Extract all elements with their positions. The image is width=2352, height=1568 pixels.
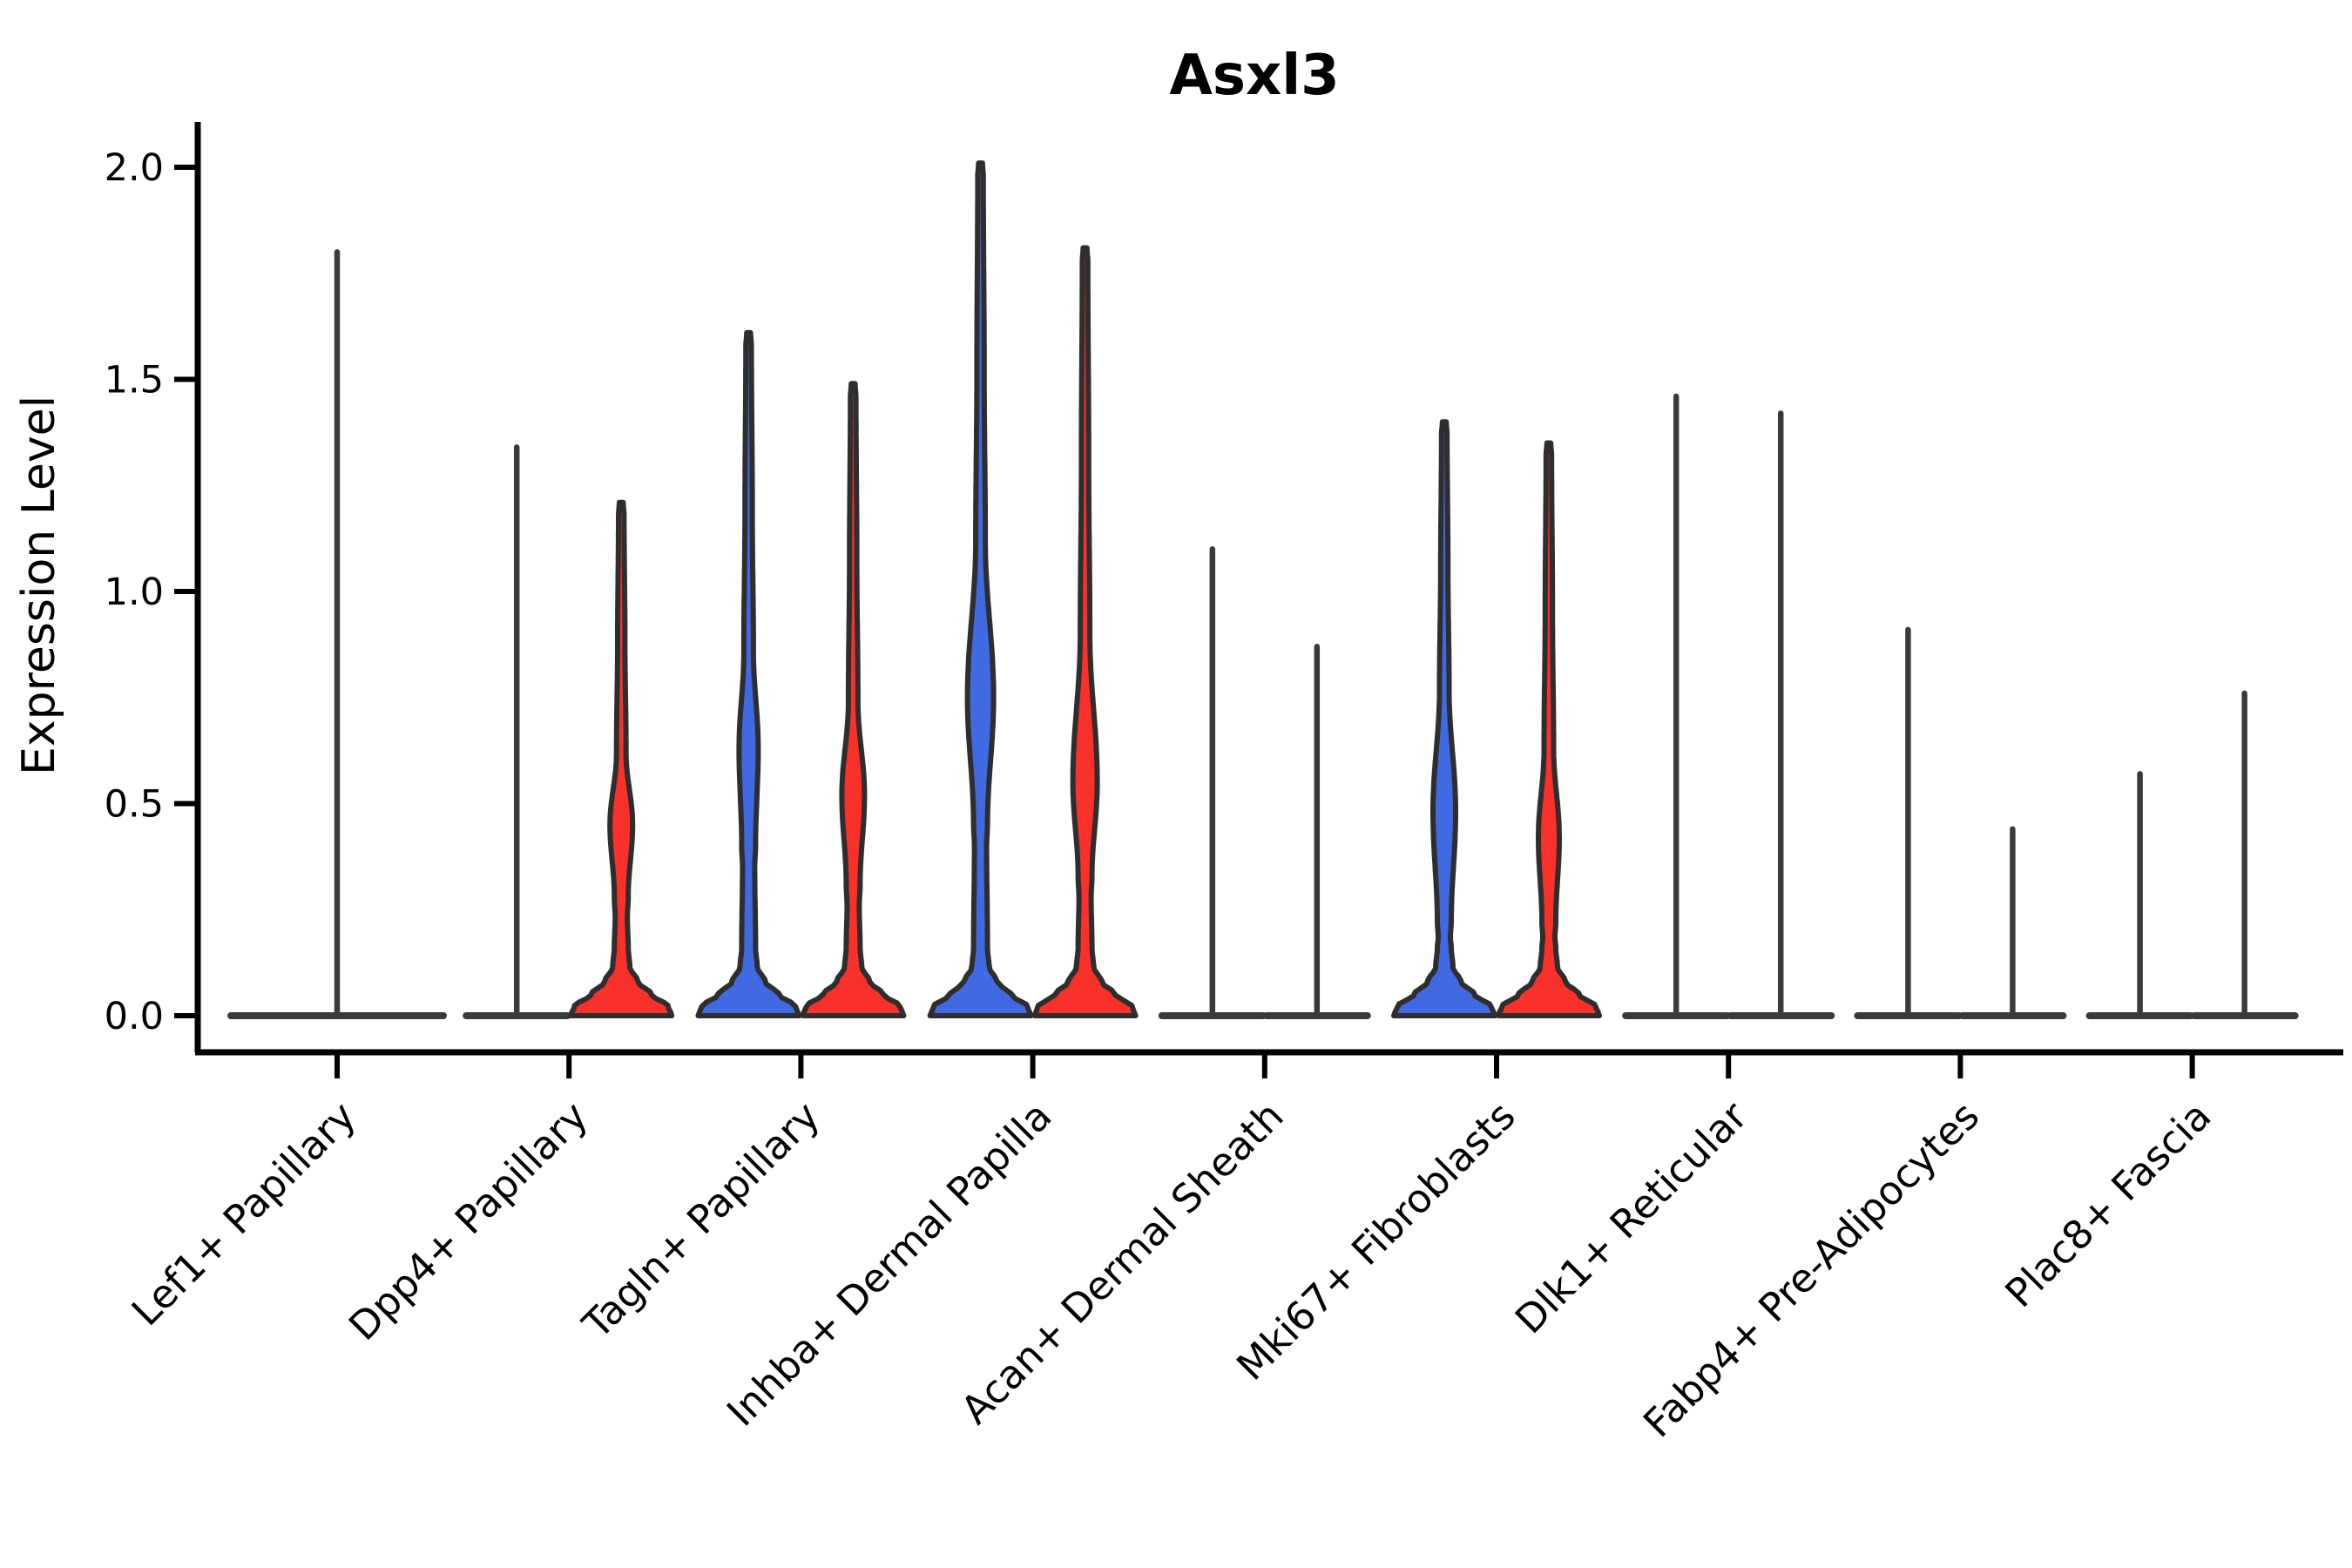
y-tick-label: 1.0 <box>105 571 164 614</box>
y-tick-label: 0.0 <box>105 995 164 1038</box>
x-category-label: Lef1+ Papillary <box>123 1092 365 1335</box>
violin-red-right <box>1496 440 1602 1018</box>
axes-layer: 0.0 0.5 1.0 1.5 2.0 <box>105 122 2343 1078</box>
violin-blue-left <box>1391 419 1497 1018</box>
violin-blue-left <box>927 160 1034 1018</box>
x-category-label: Dpp4+ Papillary <box>340 1092 597 1349</box>
violin-red-right <box>568 499 675 1018</box>
violin-blue-left <box>695 329 802 1018</box>
violin-red-right <box>1031 245 1139 1018</box>
violin-red-right <box>800 381 907 1018</box>
y-tick-label: 0.5 <box>105 783 164 827</box>
x-category-label: Plac8+ Fascia <box>1997 1092 2220 1316</box>
x-category-label: Tagln+ Papillary <box>573 1092 828 1348</box>
y-axis-label: Expression Level <box>13 395 65 775</box>
x-category-label: Dlk1+ Reticular <box>1506 1092 1756 1342</box>
violin-layer <box>227 160 2299 1019</box>
y-tick-label: 2.0 <box>105 146 164 190</box>
chart-title: Asxl3 <box>1169 44 1339 108</box>
y-tick-label: 1.5 <box>105 359 164 402</box>
